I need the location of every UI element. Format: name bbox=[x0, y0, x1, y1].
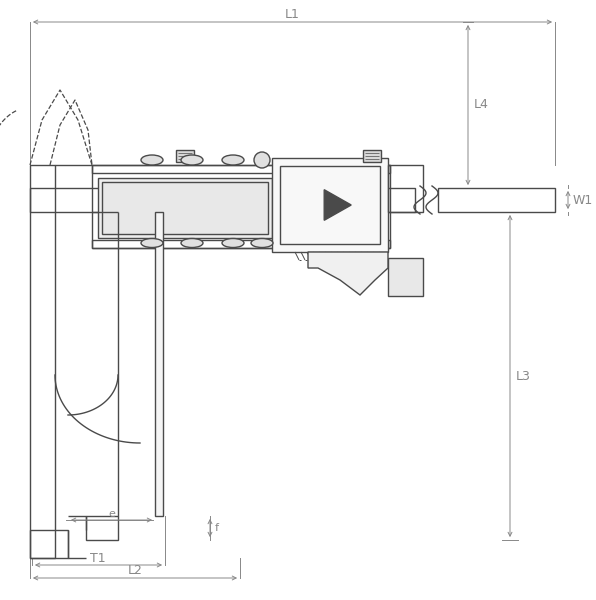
Bar bbox=[92, 240, 390, 248]
Ellipse shape bbox=[181, 238, 203, 247]
Circle shape bbox=[254, 152, 270, 168]
Polygon shape bbox=[324, 190, 351, 220]
Ellipse shape bbox=[222, 238, 244, 247]
Ellipse shape bbox=[141, 238, 163, 247]
Bar bbox=[92, 165, 390, 173]
Text: L4: L4 bbox=[474, 98, 489, 112]
Bar bbox=[363, 150, 381, 162]
Ellipse shape bbox=[181, 155, 203, 165]
Bar bbox=[272, 158, 388, 252]
Bar bbox=[30, 530, 68, 558]
Bar bbox=[98, 178, 272, 238]
Text: T1: T1 bbox=[90, 553, 106, 565]
Text: e: e bbox=[108, 509, 115, 519]
Bar bbox=[388, 165, 423, 212]
Polygon shape bbox=[308, 252, 388, 295]
Text: W1: W1 bbox=[573, 193, 593, 206]
Bar bbox=[388, 258, 423, 296]
Ellipse shape bbox=[251, 238, 273, 247]
Text: L3: L3 bbox=[516, 370, 531, 383]
Text: L2: L2 bbox=[128, 565, 142, 577]
Bar bbox=[86, 516, 118, 540]
Bar bbox=[92, 165, 390, 248]
Bar bbox=[176, 150, 194, 162]
Bar bbox=[30, 188, 415, 212]
Ellipse shape bbox=[141, 155, 163, 165]
Bar bbox=[155, 212, 163, 516]
Bar bbox=[102, 182, 268, 234]
Text: f: f bbox=[215, 523, 219, 533]
Ellipse shape bbox=[222, 155, 244, 165]
Bar bbox=[280, 166, 380, 244]
Bar bbox=[30, 165, 55, 558]
Text: L1: L1 bbox=[284, 7, 299, 20]
Bar bbox=[438, 188, 555, 212]
